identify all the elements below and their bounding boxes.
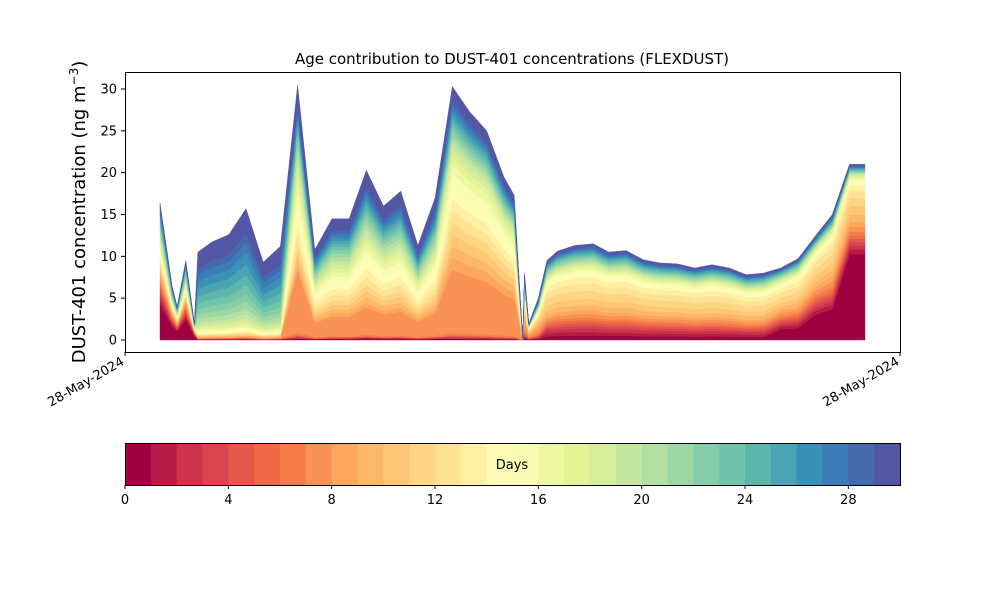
colorbar-segment [590,443,617,485]
colorbar-segment [254,443,281,485]
colorbar-segment [641,443,668,485]
colorbar-segment [848,443,875,485]
y-axis-label-base: DUST-401 concentration (ng m [69,85,90,363]
y-axis-label-superscript: −3 [67,68,81,86]
colorbar-tick-label: 0 [121,493,129,508]
colorbar-segment [176,443,203,485]
y-tick-label: 0 [109,334,117,349]
colorbar-segment [357,443,384,485]
colorbar-tick-label: 4 [224,493,232,508]
colorbar-segment [874,443,901,485]
colorbar-segment [538,443,565,485]
colorbar-segment [383,443,410,485]
colorbar-tick-label: 20 [633,493,650,508]
colorbar-tick-label: 12 [427,493,444,508]
colorbar-segment [409,443,436,485]
stacked-area-layers [159,84,866,341]
x-tick-label: 28-May-2024 [820,354,902,410]
chart-title: Age contribution to DUST-401 concentrati… [295,50,729,68]
colorbar-segment [770,443,798,485]
colorbar-segment [331,443,358,485]
y-tick-label: 15 [100,208,117,223]
y-tick-label: 20 [100,166,117,181]
colorbar-segment [667,443,694,485]
y-axis: 0 5 10 15 20 25 30 [100,83,125,349]
colorbar-segment [486,443,513,485]
colorbar-segment [280,443,307,485]
colorbar-segment [693,443,720,485]
y-axis-label: DUST-401 concentration (ng m−3) [67,61,90,364]
colorbar: 0 4 8 12 16 20 24 28 [121,443,901,508]
colorbar-segment [822,443,849,485]
colorbar-tick-label: 8 [328,493,336,508]
y-tick-label: 30 [100,83,117,98]
colorbar-segment [305,443,333,485]
colorbar-segment [745,443,772,485]
y-tick-label: 25 [100,124,117,139]
y-tick-label: 5 [109,292,117,307]
colorbar-segment [150,443,178,485]
colorbar-segment [719,443,746,485]
colorbar-segment [796,443,823,485]
colorbar-segment [564,443,591,485]
colorbar-segment [512,443,539,485]
y-axis-label-close: ) [69,61,90,68]
plot-frame [125,72,901,353]
area-layer-day-30 [159,84,866,341]
colorbar-segment [125,443,152,485]
colorbar-frame [125,443,901,486]
colorbar-segment [460,443,488,485]
x-axis: 28-May-2024 28-May-2024 [45,352,902,410]
colorbar-segment [202,443,229,485]
colorbar-tick-label: 28 [840,493,857,508]
colorbar-label: Days [496,458,529,473]
colorbar-tick-label: 16 [530,493,547,508]
colorbar-segment [615,443,643,485]
colorbar-segment [435,443,462,485]
y-tick-label: 10 [100,250,117,265]
colorbar-tick-label: 24 [737,493,754,508]
colorbar-segment [228,443,255,485]
